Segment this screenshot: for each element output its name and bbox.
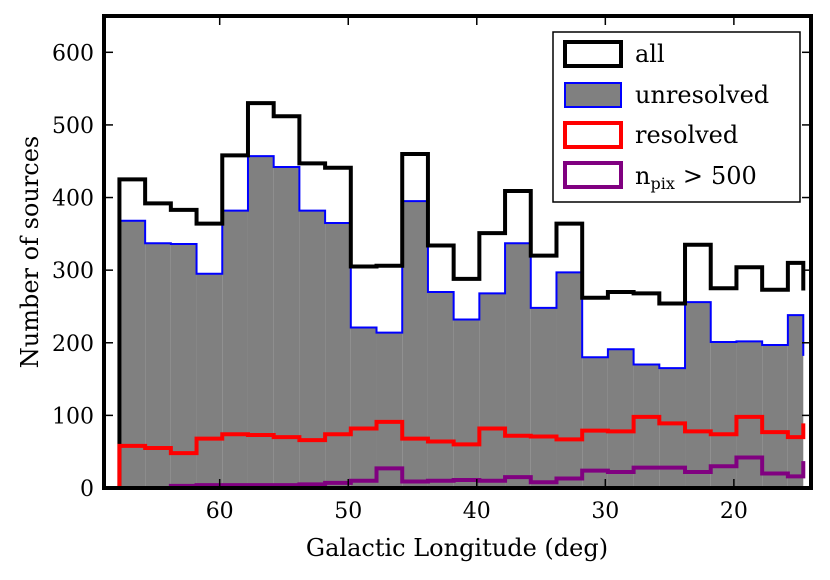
y-tick-label-600: 600: [52, 41, 94, 66]
series-n-pix-500: [119, 455, 806, 490]
step-line-n-pix-500: [119, 455, 806, 490]
bar-unresolved-11: [402, 201, 428, 488]
y-tick-label-300: 300: [52, 259, 94, 284]
bar-unresolved-1: [145, 243, 171, 488]
legend-box: [552, 31, 801, 203]
series-all: [117, 101, 806, 488]
bar-unresolved-26: [787, 315, 804, 488]
x-tick-label-20: 20: [720, 499, 748, 524]
bar-unresolved-24: [736, 341, 763, 488]
bar-unresolved-16: [530, 307, 557, 488]
step-line-resolved: [117, 414, 806, 488]
legend-label-npix: npix >500: [635, 162, 757, 193]
legend-label-unresolved: unresolved: [635, 81, 769, 109]
bar-unresolved-15: [505, 243, 531, 488]
bar-unresolved-12: [427, 291, 454, 488]
legend-swatch-all: [563, 40, 623, 68]
bar-unresolved-10: [376, 332, 403, 488]
bar-unresolved-25: [762, 344, 788, 488]
x-tick-label-30: 30: [591, 499, 619, 524]
legend-label-resolved: resolved: [635, 121, 738, 149]
bar-unresolved-13: [453, 319, 480, 488]
bar-unresolved-17: [556, 272, 583, 488]
legend-label-all: all: [635, 40, 665, 68]
bar-unresolved-4: [222, 210, 248, 488]
plot-frame: [102, 14, 813, 490]
x-tick-label-50: 50: [334, 499, 362, 524]
y-axis-label: Number of sources: [16, 136, 44, 369]
legend-swatch-resolved: [563, 121, 623, 149]
bar-unresolved-14: [479, 293, 506, 488]
y-tick-label-200: 200: [52, 332, 94, 357]
bar-unresolved-18: [582, 357, 608, 488]
axis-ticks: 0 100 200 300 400 500 600 60 50 40 30 20: [52, 16, 811, 524]
plot-area: [117, 101, 806, 490]
y-tick-label-400: 400: [52, 187, 94, 212]
bar-unresolved-9: [350, 327, 377, 488]
bar-unresolved-23: [710, 342, 737, 488]
legend-swatch-unresolved: [564, 82, 622, 108]
outline-unresolved: [118, 155, 805, 488]
bar-unresolved-22: [685, 302, 711, 488]
x-tick-label-60: 60: [206, 499, 234, 524]
bar-unresolved-6: [273, 167, 300, 489]
x-tick-label-40: 40: [463, 499, 491, 524]
bar-unresolved-19: [607, 349, 634, 488]
bar-unresolved-8: [325, 222, 351, 488]
legend-swatch-npix: [563, 161, 623, 189]
y-tick-label-100: 100: [52, 404, 94, 429]
y-tick-label-0: 0: [80, 477, 94, 502]
x-axis-label: Galactic Longitude (deg): [306, 534, 608, 562]
bar-unresolved-21: [659, 368, 686, 488]
bar-unresolved-7: [299, 210, 326, 488]
series-resolved: [117, 414, 806, 488]
bar-unresolved-3: [196, 273, 223, 488]
step-line-all: [117, 101, 806, 488]
bar-unresolved-5: [247, 156, 274, 488]
legend: all unresolved resolved npix >500: [552, 31, 801, 203]
bar-unresolved-2: [170, 244, 197, 488]
y-tick-label-500: 500: [52, 114, 94, 139]
bar-unresolved-0: [119, 220, 146, 488]
